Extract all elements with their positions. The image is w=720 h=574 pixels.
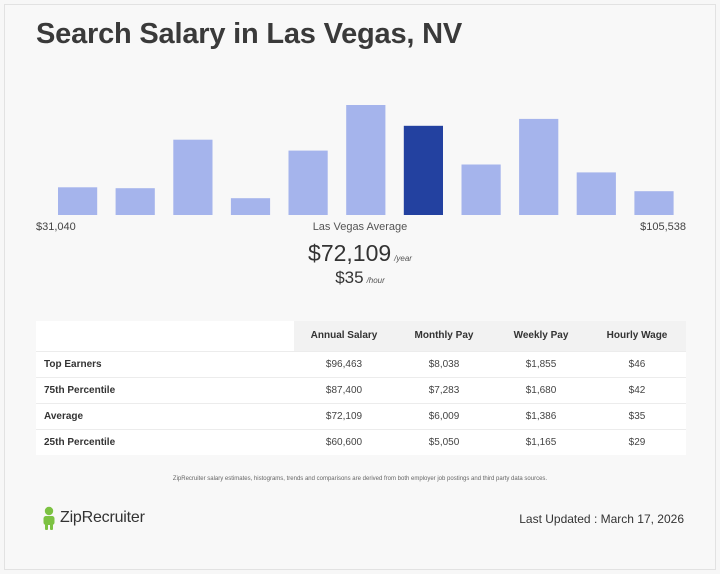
- histogram-bar: [576, 172, 616, 215]
- hourly-wage-cell: $35: [588, 402, 686, 429]
- monthly-pay-cell: $8,038: [394, 350, 494, 377]
- table-row: Average $72,109 $6,009 $1,386 $35: [36, 402, 686, 429]
- table-header-hourly: Hourly Wage: [588, 321, 686, 351]
- hourly-wage-cell: $46: [588, 350, 686, 377]
- ziprecruiter-logo-icon: [43, 506, 55, 530]
- row-label: Average: [36, 402, 294, 429]
- last-updated-text: Last Updated : March 17, 2026: [519, 512, 684, 526]
- row-label: Top Earners: [36, 350, 294, 377]
- annual-salary-cell: $87,400: [294, 376, 394, 403]
- monthly-pay-cell: $6,009: [394, 402, 494, 429]
- page-title: Search Salary in Las Vegas, NV: [36, 18, 463, 50]
- hourly-wage-cell: $42: [588, 376, 686, 403]
- histogram-bar: [519, 118, 559, 215]
- histogram-bar: [288, 150, 328, 215]
- salary-breakdown-table: Annual Salary Monthly Pay Weekly Pay Hou…: [36, 321, 686, 455]
- hourly-amount: $35: [335, 268, 364, 287]
- weekly-pay-cell: $1,855: [494, 350, 588, 377]
- yearly-amount: $72,109: [308, 240, 392, 266]
- histogram-bar: [346, 105, 386, 215]
- histogram-bar: [634, 191, 674, 215]
- table-row: 25th Percentile $60,600 $5,050 $1,165 $2…: [36, 428, 686, 455]
- histogram-bar: [461, 164, 501, 215]
- hourly-wage-cell: $29: [588, 428, 686, 455]
- table-header-annual: Annual Salary: [294, 321, 394, 351]
- histogram-max-label: $105,538: [640, 221, 686, 233]
- row-label: 75th Percentile: [36, 376, 294, 403]
- annual-salary-cell: $96,463: [294, 350, 394, 377]
- histogram-bar-average: [403, 125, 443, 215]
- annual-salary-cell: $60,600: [294, 428, 394, 455]
- hourly-unit: /hour: [366, 276, 385, 285]
- data-source-disclaimer: ZipRecruiter salary estimates, histogram…: [172, 476, 548, 482]
- histogram-bar: [173, 139, 213, 215]
- weekly-pay-cell: $1,680: [494, 376, 588, 403]
- brand-name: ZipRecruiter: [60, 509, 145, 526]
- histogram-min-label: $31,040: [36, 221, 76, 233]
- table-row: Top Earners $96,463 $8,038 $1,855 $46: [36, 350, 686, 377]
- ziprecruiter-logo-link[interactable]: ZipRecruiter: [42, 506, 145, 530]
- weekly-pay-cell: $1,386: [494, 402, 588, 429]
- histogram-bar: [115, 188, 155, 215]
- salary-card: [4, 4, 716, 570]
- monthly-pay-cell: $7,283: [394, 376, 494, 403]
- histogram-bar: [230, 198, 271, 215]
- row-label: 25th Percentile: [36, 428, 294, 455]
- table-header-weekly: Weekly Pay: [494, 321, 588, 351]
- annual-salary-cell: $72,109: [294, 402, 394, 429]
- table-header-row: Annual Salary Monthly Pay Weekly Pay Hou…: [36, 321, 686, 351]
- histogram-average-label: Las Vegas Average: [312, 221, 408, 233]
- histogram-bar: [58, 187, 98, 215]
- salary-histogram: [58, 105, 674, 215]
- average-yearly-salary: $72,109/year: [0, 240, 720, 267]
- average-hourly-wage: $35/hour: [0, 268, 720, 288]
- yearly-unit: /year: [394, 254, 412, 263]
- table-header-blank: [36, 321, 294, 351]
- weekly-pay-cell: $1,165: [494, 428, 588, 455]
- monthly-pay-cell: $5,050: [394, 428, 494, 455]
- table-row: 75th Percentile $87,400 $7,283 $1,680 $4…: [36, 376, 686, 403]
- table-header-monthly: Monthly Pay: [394, 321, 494, 351]
